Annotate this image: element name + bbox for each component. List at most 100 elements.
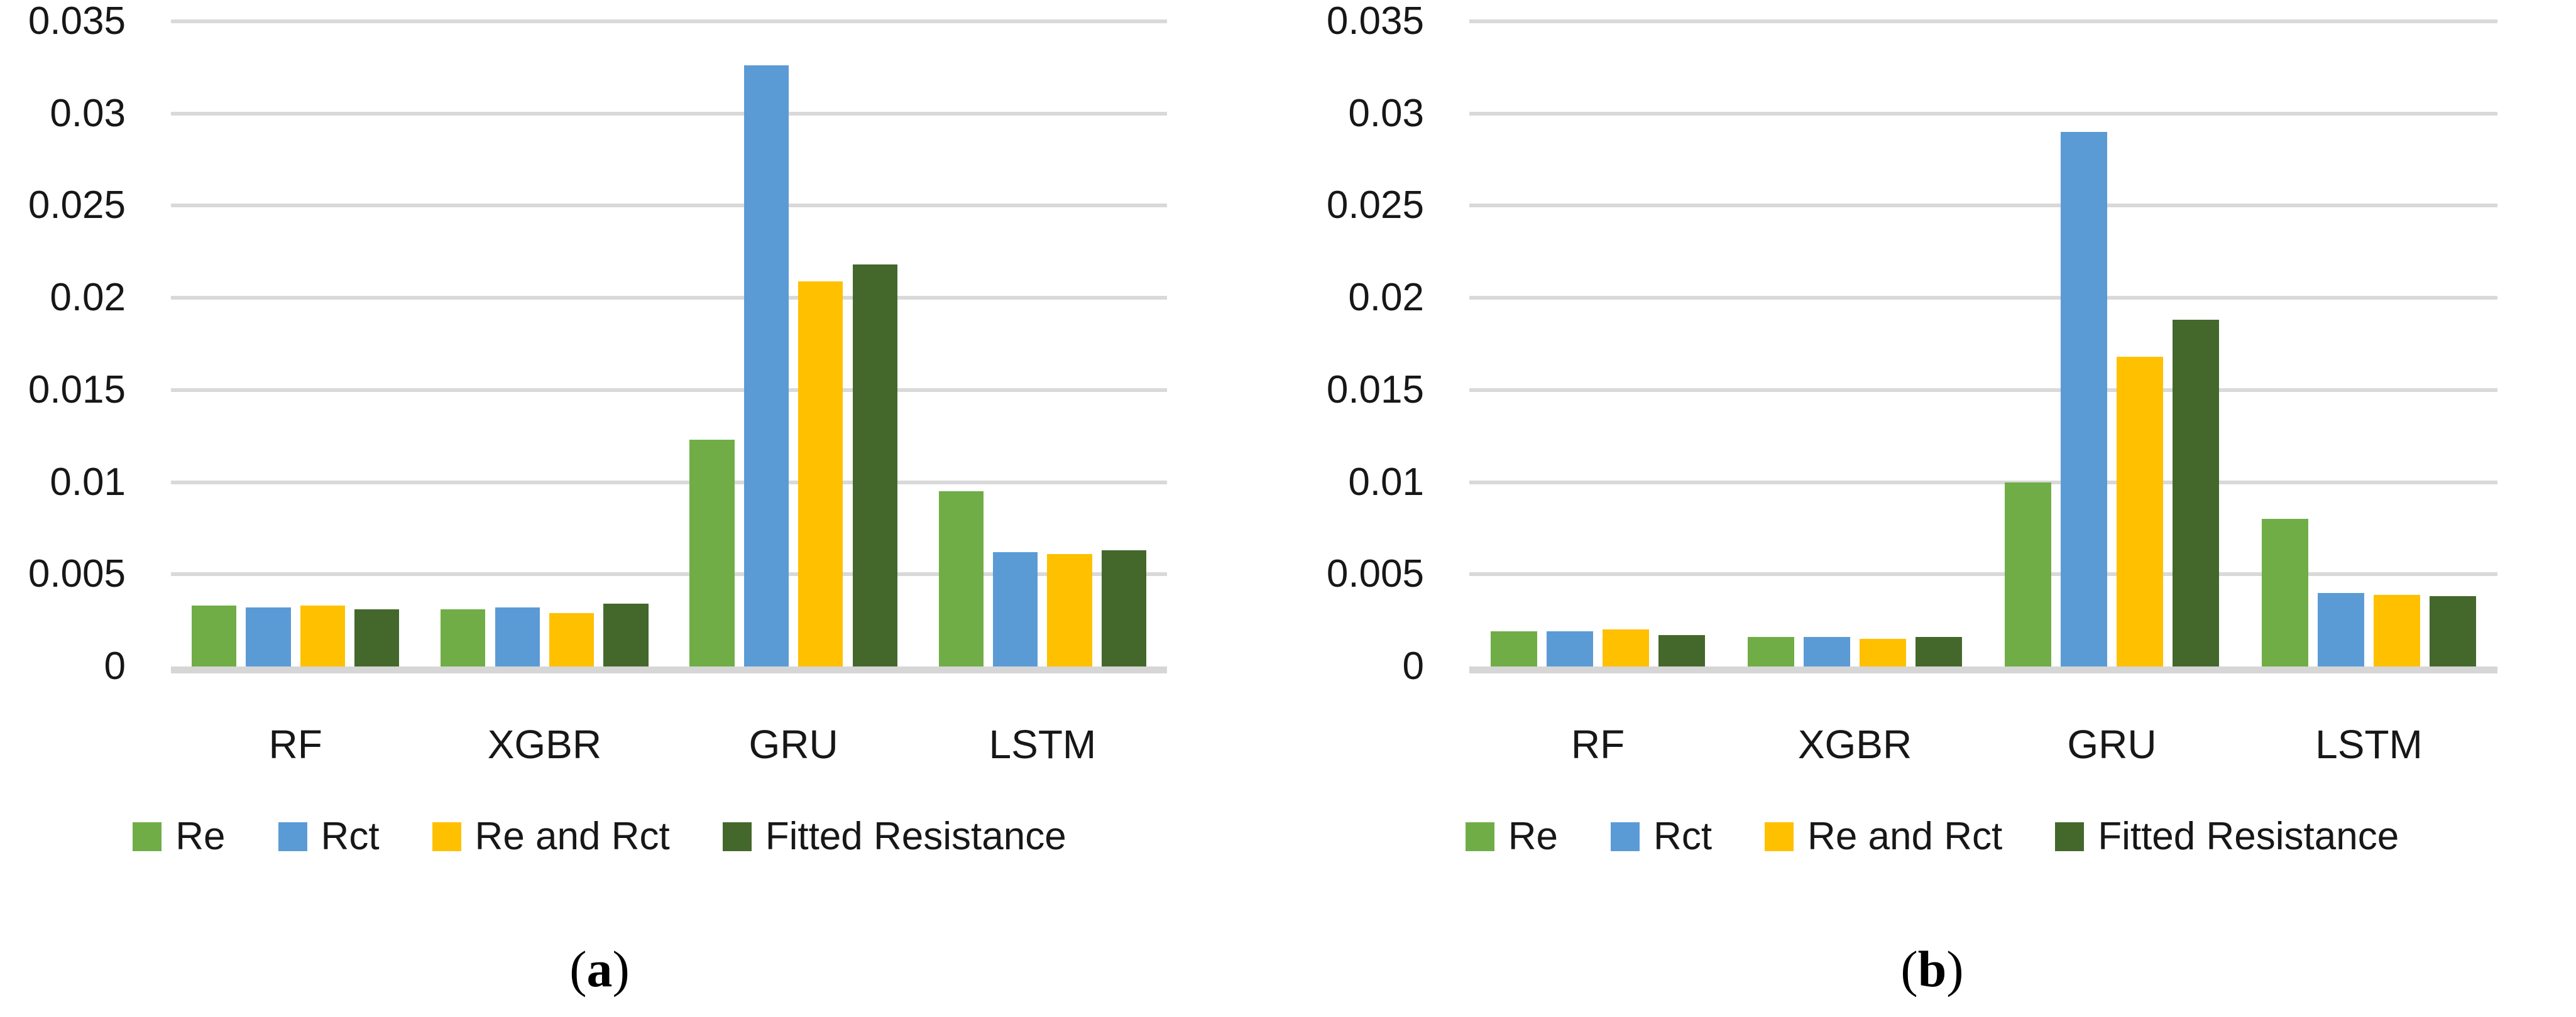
legend-item-re-and-rct: Re and Rct [432, 814, 670, 859]
legend-label-rct: Rct [1653, 815, 1713, 858]
bar-rf-fitted-resistance [354, 609, 400, 666]
x-category-label-rf: RF [268, 722, 322, 767]
legend-swatch-re [133, 822, 162, 851]
y-tick-label-0.03: 0.03 [1348, 91, 1424, 135]
legend-swatch-re [1465, 822, 1494, 851]
bar-gru-re-and-rct [798, 281, 843, 666]
y-tick-label-0.005: 0.005 [28, 552, 126, 596]
bar-lstm-re-and-rct [1047, 554, 1092, 666]
y-tick-label-0: 0 [104, 644, 126, 688]
bar-lstm-fitted-resistance [1101, 550, 1147, 666]
gridline-0.015 [1469, 388, 2497, 392]
legend-label-fitted-resistance: Fitted Resistance [765, 815, 1066, 858]
gridline-0.025 [171, 204, 1167, 208]
gridline-0.005 [1469, 572, 2497, 577]
bar-lstm-rct [2318, 592, 2364, 666]
y-tick-label-0.02: 0.02 [50, 276, 126, 320]
bar-xgbr-re [441, 609, 486, 666]
legend-item-fitted-resistance: Fitted Resistance [2055, 814, 2399, 859]
bar-gru-rct [743, 65, 789, 666]
legend-item-rct: Rct [278, 814, 380, 859]
gridline-0.035 [1469, 19, 2497, 23]
bar-lstm-re-and-rct [2374, 594, 2420, 666]
legend-item-re: Re [133, 814, 226, 859]
bar-rf-fitted-resistance [1658, 635, 1706, 666]
legend: Re Rct Re and Rct Fitted Resistance [1288, 814, 2576, 859]
legend-swatch-rct [1611, 822, 1640, 851]
bar-gru-rct [2061, 132, 2107, 666]
bar-lstm-rct [993, 552, 1038, 666]
legend-label-rct: Rct [321, 815, 380, 858]
y-tick-label-0.035: 0.035 [28, 0, 126, 43]
bar-gru-fitted-resistance [852, 264, 897, 666]
legend-item-re: Re [1465, 814, 1559, 859]
caption-close-paren: ) [612, 940, 630, 998]
gridline-0.03 [171, 111, 1167, 116]
x-category-label-rf: RF [1570, 722, 1625, 767]
x-axis-line [171, 666, 1167, 673]
caption-open-paren: ( [569, 940, 587, 998]
bar-rf-re [1490, 631, 1537, 666]
caption-letter: a [586, 940, 613, 998]
y-tick-label-0.025: 0.025 [28, 183, 126, 227]
legend: Re Rct Re and Rct Fitted Resistance [0, 814, 1199, 859]
legend-swatch-rct [278, 822, 307, 851]
bar-gru-re-and-rct [2117, 357, 2163, 666]
bar-xgbr-re [1747, 637, 1794, 666]
bar-lstm-re [2261, 519, 2308, 666]
legend-label-re-and-rct: Re and Rct [1807, 815, 2003, 858]
legend-label-re: Re [1508, 815, 1559, 858]
y-tick-label-0.005: 0.005 [1326, 552, 1424, 596]
bar-lstm-re [938, 491, 984, 666]
x-category-label-xgbr: XGBR [1797, 722, 1912, 767]
chart-b: 0 0.005 0.01 0.015 0.02 0.025 0.03 0.035 RF XGBR G… [1288, 0, 2576, 1017]
bar-xgbr-fitted-resistance [1916, 637, 1963, 666]
bar-gru-re [2004, 482, 2051, 666]
subfigure-caption-b: (b) [1288, 940, 2576, 999]
x-category-label-lstm: LSTM [989, 722, 1097, 767]
gridline-0.015 [171, 388, 1167, 392]
caption-letter: b [1917, 940, 1947, 998]
bar-rf-rct [246, 607, 291, 666]
bar-gru-re [689, 440, 735, 666]
x-category-label-gru: GRU [2067, 722, 2157, 767]
legend-item-re-and-rct: Re and Rct [1765, 814, 2002, 859]
bar-rf-rct [1547, 631, 1593, 666]
bar-rf-re-and-rct [300, 606, 345, 666]
bar-rf-re-and-rct [1603, 629, 1649, 666]
legend-label-fitted-resistance: Fitted Resistance [2098, 815, 2399, 858]
gridline-0.035 [171, 19, 1167, 23]
x-category-label-gru: GRU [748, 722, 838, 767]
bar-xgbr-fitted-resistance [603, 604, 649, 666]
legend-swatch-re-and-rct [1765, 822, 1794, 851]
gridline-0.03 [1469, 111, 2497, 116]
x-category-label-xgbr: XGBR [487, 722, 602, 767]
bar-xgbr-re-and-rct [549, 612, 595, 666]
y-tick-label-0: 0 [1402, 644, 1424, 688]
bar-gru-fitted-resistance [2173, 320, 2220, 666]
y-tick-label-0.02: 0.02 [1348, 276, 1424, 320]
legend-item-fitted-resistance: Fitted Resistance [722, 814, 1066, 859]
bar-xgbr-rct [1804, 637, 1850, 666]
gridline-0.005 [171, 572, 1167, 577]
gridline-0.02 [1469, 296, 2497, 300]
bar-rf-re [191, 606, 237, 666]
legend-swatch-re-and-rct [432, 822, 461, 851]
y-tick-label-0.03: 0.03 [50, 91, 126, 135]
chart-a: 0 0.005 0.01 0.015 0.02 0.025 0.03 0.035 RF XGBR G… [0, 0, 1199, 1017]
x-axis-line [1469, 666, 2497, 673]
caption-open-paren: ( [1900, 940, 1918, 998]
gridline-0.01 [1469, 480, 2497, 484]
legend-label-re: Re [175, 815, 226, 858]
gridline-0.01 [171, 480, 1167, 484]
legend-label-re-and-rct: Re and Rct [474, 815, 670, 858]
gridline-0.025 [1469, 204, 2497, 208]
y-tick-label-0.015: 0.015 [28, 367, 126, 411]
x-category-label-lstm: LSTM [2315, 722, 2423, 767]
bar-xgbr-rct [495, 607, 540, 666]
bar-lstm-fitted-resistance [2430, 596, 2477, 666]
caption-close-paren: ) [1946, 940, 1964, 998]
y-tick-label-0.035: 0.035 [1326, 0, 1424, 43]
legend-swatch-fitted-resistance [2055, 822, 2085, 851]
